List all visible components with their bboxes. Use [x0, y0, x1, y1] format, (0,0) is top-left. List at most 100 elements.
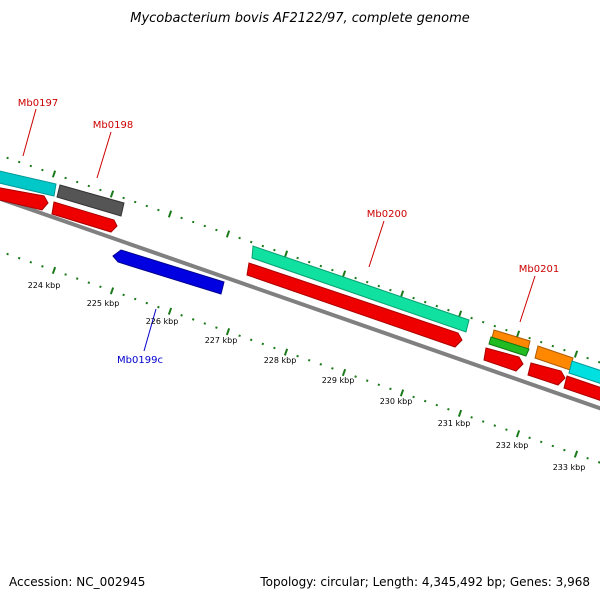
minor-tick: [238, 334, 241, 338]
minor-tick: [493, 324, 497, 328]
minor-tick: [412, 296, 415, 300]
minor-tick: [180, 314, 183, 317]
gene-label-Mb0199c[interactable]: Mb0199c: [117, 355, 163, 366]
tick-marks: [6, 156, 600, 464]
scale-label: 228 kbp: [264, 356, 297, 365]
minor-tick: [133, 297, 137, 301]
minor-tick: [41, 265, 44, 268]
minor-tick: [551, 344, 555, 348]
minor-tick: [75, 180, 79, 184]
minor-tick: [273, 248, 276, 252]
minor-tick: [470, 316, 473, 320]
major-tick: [109, 287, 115, 295]
minor-tick: [87, 184, 91, 188]
cds-arrow-Mb0200[interactable]: [246, 262, 463, 348]
minor-tick: [64, 176, 67, 180]
cds-arrow-Mb0198[interactable]: [51, 201, 118, 233]
minor-tick: [563, 448, 566, 452]
scale-label: 230 kbp: [380, 397, 413, 406]
major-tick: [457, 409, 463, 417]
minor-tick: [354, 276, 357, 280]
minor-tick: [203, 224, 207, 228]
minor-tick: [481, 420, 485, 423]
minor-tick: [551, 444, 555, 448]
minor-tick: [307, 260, 311, 264]
minor-tick: [586, 356, 589, 360]
minor-tick: [157, 305, 160, 309]
minor-tick: [505, 328, 508, 332]
minor-tick: [249, 240, 253, 244]
gene-features: [0, 170, 600, 411]
scale-label: 231 kbp: [438, 419, 471, 428]
gene-bar-next-cyan[interactable]: [568, 360, 600, 385]
minor-tick: [319, 264, 323, 268]
minor-tick: [191, 318, 195, 321]
minor-tick: [365, 379, 369, 382]
minor-tick: [64, 273, 67, 276]
minor-tick: [6, 156, 9, 160]
major-tick: [341, 270, 347, 278]
minor-tick: [563, 348, 566, 352]
gene-bar-Mb0201-b[interactable]: [488, 336, 530, 357]
gene-bar-Mb0200[interactable]: [251, 245, 470, 333]
gene-label-Mb0197[interactable]: Mb0197: [18, 98, 58, 109]
scale-label: 227 kbp: [205, 336, 238, 345]
minor-tick: [249, 338, 253, 342]
minor-tick: [597, 461, 600, 464]
gene-callouts: [22, 108, 536, 352]
minor-tick: [180, 216, 183, 220]
cds-arrow-Mb0197[interactable]: [0, 187, 49, 211]
major-tick: [225, 328, 231, 336]
callout-line-Mb0201: [519, 275, 536, 323]
minor-tick: [586, 456, 589, 460]
major-tick: [573, 450, 579, 458]
scale-label: 226 kbp: [146, 317, 179, 326]
minor-tick: [493, 424, 497, 427]
minor-tick: [215, 326, 218, 329]
gene-bar-Mb0197[interactable]: [0, 170, 57, 197]
minor-tick: [122, 293, 125, 297]
major-tick: [399, 389, 405, 397]
callout-line-Mb0199c: [143, 308, 157, 352]
major-tick: [515, 430, 521, 438]
cds-arrow-Mb0201[interactable]: [483, 347, 524, 372]
scale-label: 232 kbp: [496, 441, 529, 450]
minor-tick: [331, 367, 334, 370]
minor-tick: [41, 168, 44, 172]
callout-line-Mb0200: [368, 220, 385, 268]
minor-tick: [133, 200, 137, 204]
major-tick: [225, 230, 231, 238]
cds-arrow-next-1[interactable]: [527, 362, 566, 386]
gene-label-Mb0198[interactable]: Mb0198: [93, 120, 133, 131]
minor-tick: [307, 358, 311, 362]
minor-tick: [447, 308, 450, 312]
minor-tick: [75, 277, 79, 280]
minor-tick: [539, 340, 543, 344]
minor-tick: [412, 395, 415, 399]
minor-tick: [447, 407, 450, 411]
scale-label: 229 kbp: [322, 376, 355, 385]
gene-label-Mb0200[interactable]: Mb0200: [367, 209, 407, 220]
minor-tick: [435, 304, 439, 308]
gene-label-Mb0201[interactable]: Mb0201: [519, 264, 559, 275]
gene-bar-Mb0198[interactable]: [56, 184, 125, 217]
minor-tick: [331, 268, 334, 272]
callout-line-Mb0198: [96, 131, 112, 179]
minor-tick: [365, 280, 369, 284]
map-title: Mycobacterium bovis AF2122/97, complete …: [130, 11, 469, 26]
minor-tick: [261, 244, 265, 248]
minor-tick: [389, 288, 392, 292]
minor-tick: [17, 256, 21, 260]
minor-tick: [505, 428, 508, 431]
minor-tick: [273, 346, 276, 350]
minor-tick: [87, 281, 91, 284]
major-tick: [283, 250, 289, 258]
major-tick: [51, 266, 57, 275]
gene-bar-Mb0199c[interactable]: [112, 249, 225, 295]
minor-tick: [528, 436, 531, 440]
minor-tick: [145, 301, 149, 305]
minor-tick: [145, 204, 149, 208]
cds-arrow-next-2[interactable]: [563, 375, 600, 402]
